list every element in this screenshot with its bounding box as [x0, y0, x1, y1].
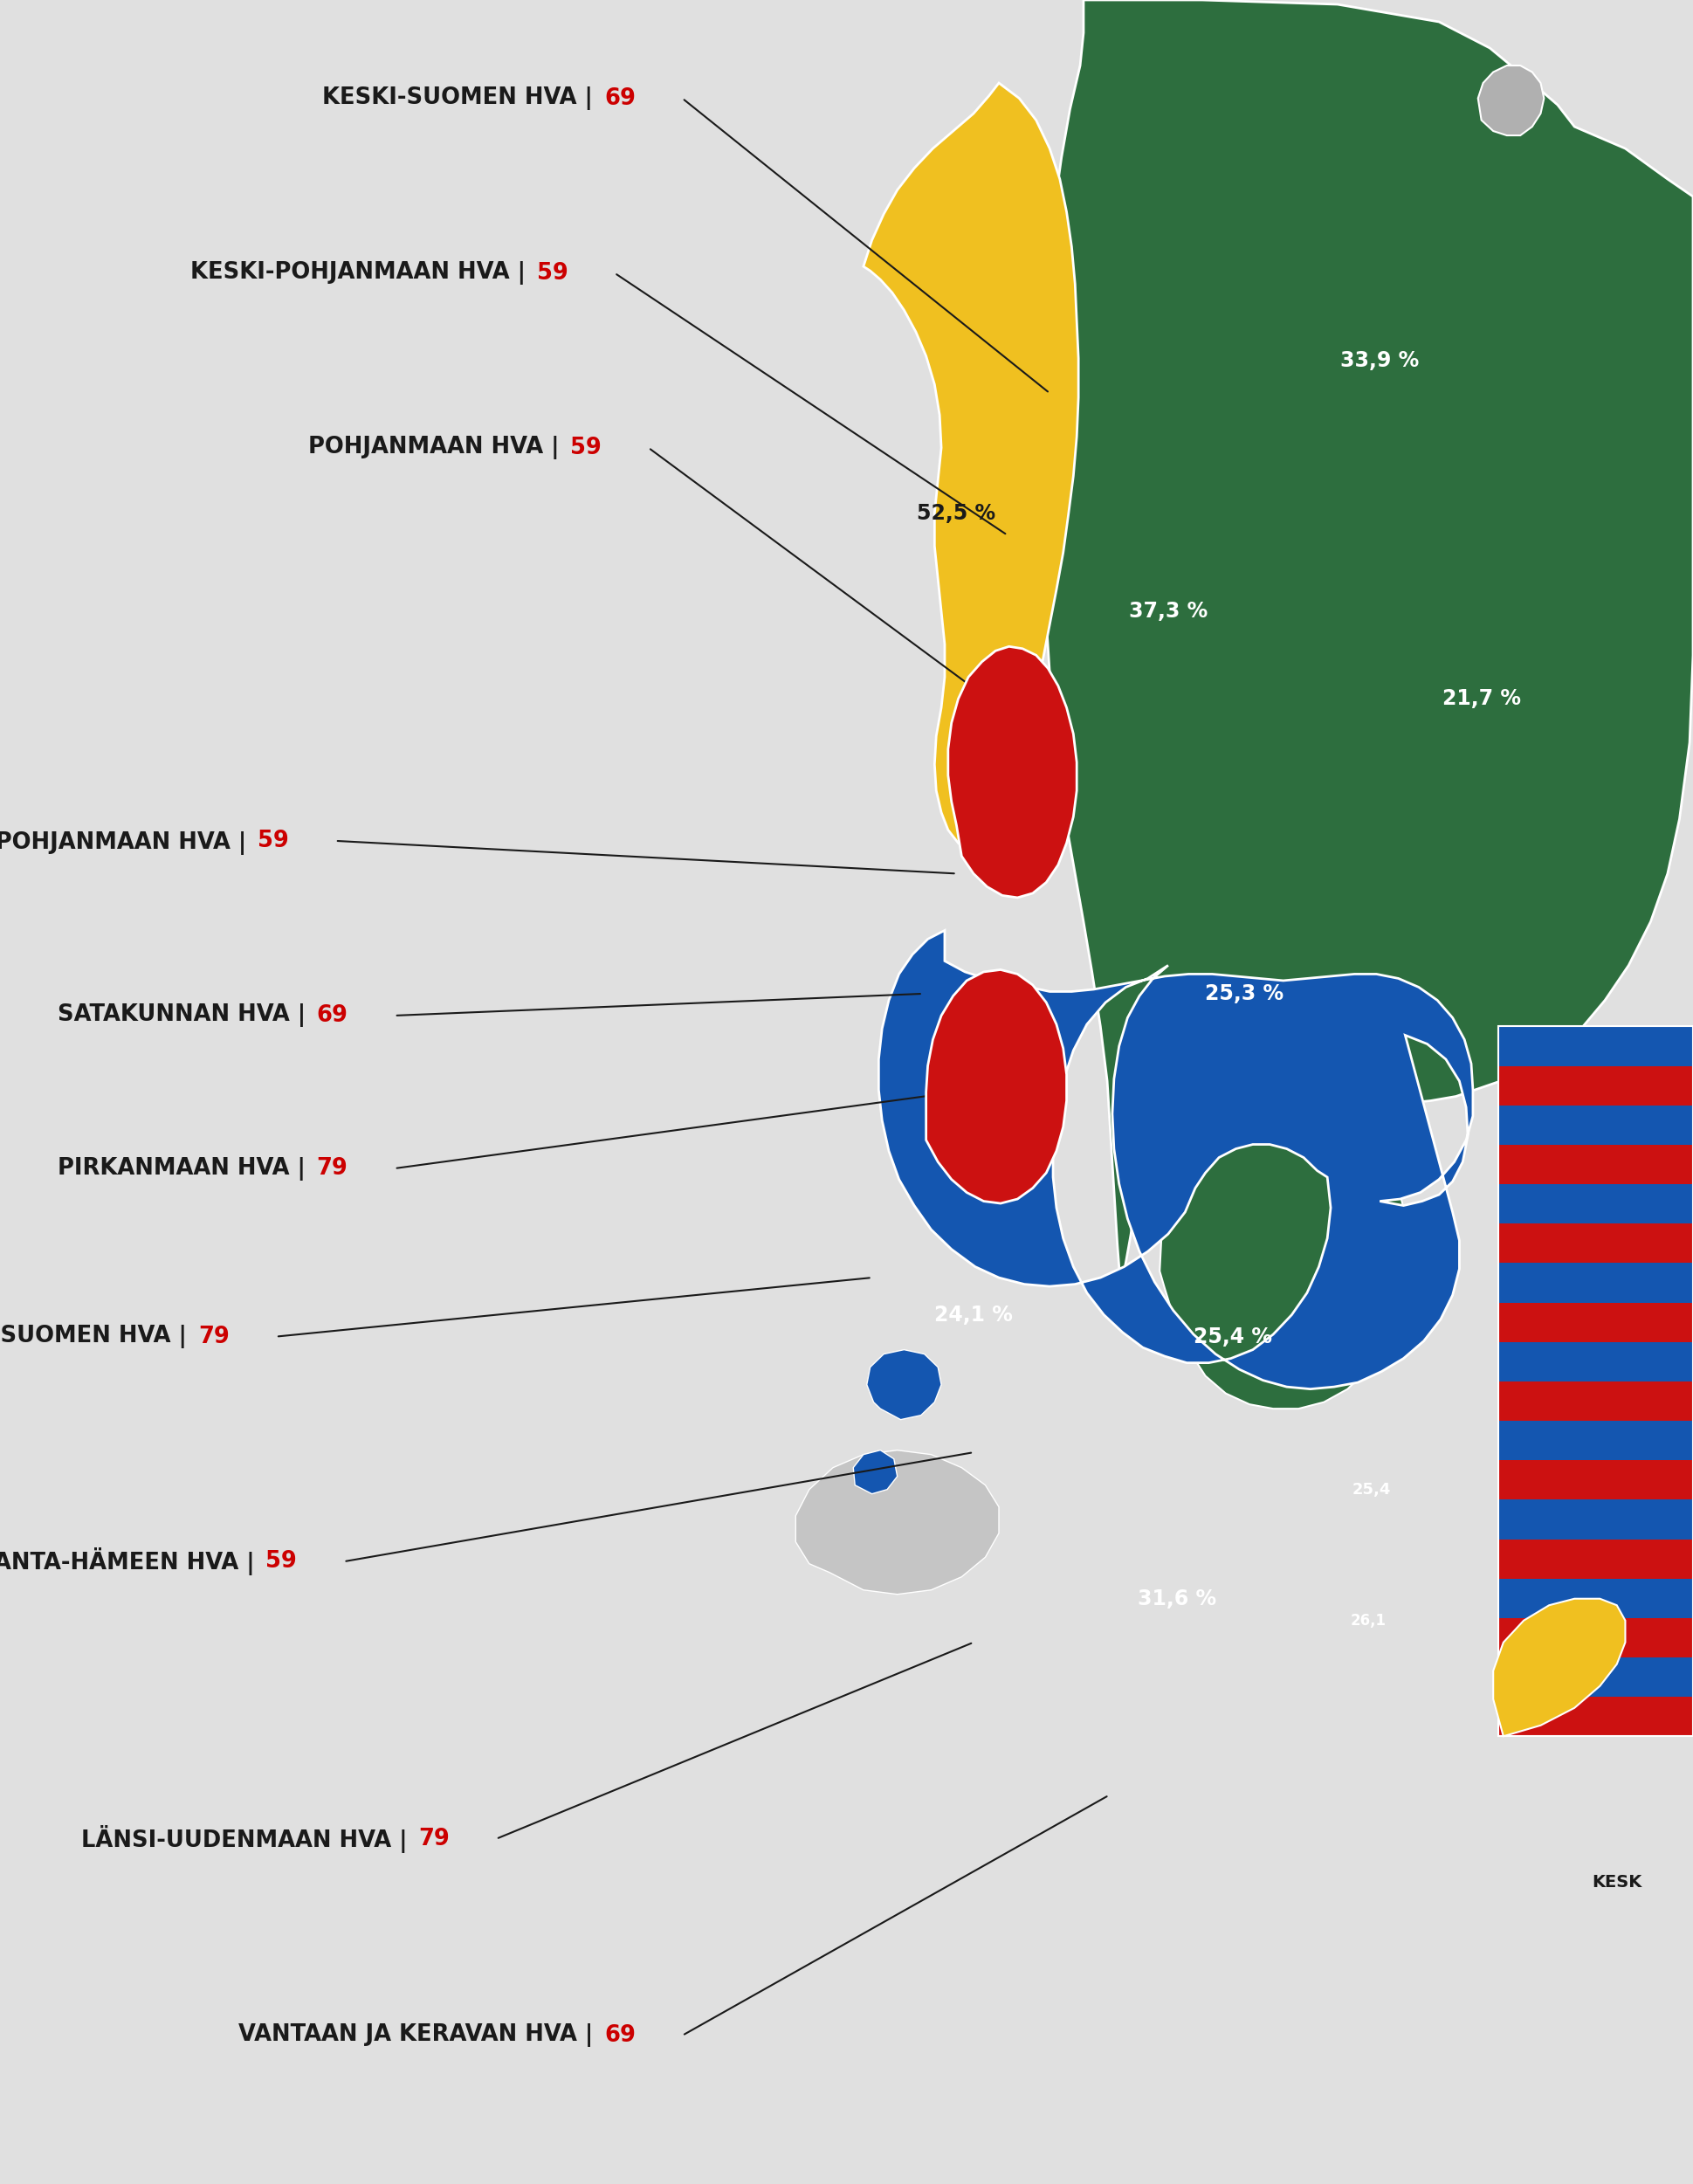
Polygon shape [879, 930, 1473, 1389]
Polygon shape [1498, 1658, 1693, 1697]
Text: SATAKUNNAN HVA |: SATAKUNNAN HVA | [58, 1005, 313, 1026]
Text: 52,5 %: 52,5 % [918, 502, 995, 524]
Polygon shape [1160, 1105, 1410, 1409]
Text: KESKI-SUOMEN HVA |: KESKI-SUOMEN HVA | [323, 87, 601, 109]
Polygon shape [1498, 1697, 1693, 1736]
Text: 25,3 %: 25,3 % [1205, 983, 1283, 1005]
Text: 33,9 %: 33,9 % [1341, 349, 1419, 371]
Text: 69: 69 [317, 1005, 349, 1026]
Text: 26,1: 26,1 [1349, 1612, 1387, 1629]
Text: KANTA-HÄMEEN HVA |: KANTA-HÄMEEN HVA | [0, 1548, 262, 1575]
Polygon shape [1498, 1223, 1693, 1262]
Text: 30,5%: 30,5% [1525, 1481, 1583, 1498]
Text: VARSINAIS-SUOMEN HVA |: VARSINAIS-SUOMEN HVA | [0, 1326, 195, 1348]
Text: 26,1 %: 26,1 % [963, 1092, 1041, 1114]
Polygon shape [1498, 1341, 1693, 1380]
Polygon shape [948, 646, 1077, 898]
Text: VANTAAN JA KERAVAN HVA |: VANTAAN JA KERAVAN HVA | [239, 2025, 601, 2046]
Polygon shape [1498, 1105, 1693, 1144]
Polygon shape [1498, 1066, 1693, 1105]
Text: 37,3 %: 37,3 % [1129, 601, 1207, 622]
Text: 59: 59 [537, 262, 567, 284]
Polygon shape [853, 1450, 897, 1494]
Polygon shape [1043, 0, 1693, 1289]
Text: 79: 79 [317, 1158, 347, 1179]
Polygon shape [863, 83, 1078, 852]
Polygon shape [1498, 1500, 1693, 1540]
Polygon shape [1498, 1184, 1693, 1223]
Text: 79: 79 [418, 1828, 449, 1850]
Polygon shape [1498, 1579, 1693, 1618]
Text: ETELÄ-POHJANMAAN HVA |: ETELÄ-POHJANMAAN HVA | [0, 828, 254, 854]
Text: KESK: KESK [1591, 1874, 1642, 1891]
Polygon shape [926, 970, 1067, 1203]
Text: 31,6 %: 31,6 % [1138, 1588, 1216, 1610]
Text: 24,1 %: 24,1 % [935, 1304, 1012, 1326]
Text: LÄNSI-UUDENMAAN HVA |: LÄNSI-UUDENMAAN HVA | [81, 1826, 415, 1852]
Polygon shape [1498, 1422, 1693, 1461]
Polygon shape [1498, 1262, 1693, 1302]
Text: PIRKANMAAN HVA |: PIRKANMAAN HVA | [58, 1158, 313, 1179]
Text: 69: 69 [604, 2025, 637, 2046]
Text: 59: 59 [266, 1551, 296, 1572]
Polygon shape [1498, 1540, 1693, 1579]
Polygon shape [1478, 66, 1544, 135]
Polygon shape [1498, 1026, 1693, 1066]
Text: POHJANMAAN HVA |: POHJANMAAN HVA | [308, 437, 567, 459]
Polygon shape [1493, 1599, 1625, 1736]
Polygon shape [867, 1350, 941, 1420]
Text: 69: 69 [604, 87, 637, 109]
Text: 59: 59 [257, 830, 288, 852]
Polygon shape [1498, 1144, 1693, 1184]
Text: 59: 59 [571, 437, 601, 459]
Polygon shape [1498, 1302, 1693, 1341]
Polygon shape [796, 1450, 999, 1594]
Polygon shape [1498, 1461, 1693, 1500]
Text: KESKI-POHJANMAAN HVA |: KESKI-POHJANMAAN HVA | [190, 262, 533, 284]
Text: 25,4 %: 25,4 % [1194, 1326, 1271, 1348]
Text: 21,7 %: 21,7 % [1442, 688, 1520, 710]
Text: 79: 79 [198, 1326, 229, 1348]
Text: 23,2 %: 23,2 % [1497, 1094, 1568, 1112]
Polygon shape [1498, 1382, 1693, 1422]
Polygon shape [1498, 1618, 1693, 1658]
Text: 25,4: 25,4 [1353, 1481, 1390, 1498]
